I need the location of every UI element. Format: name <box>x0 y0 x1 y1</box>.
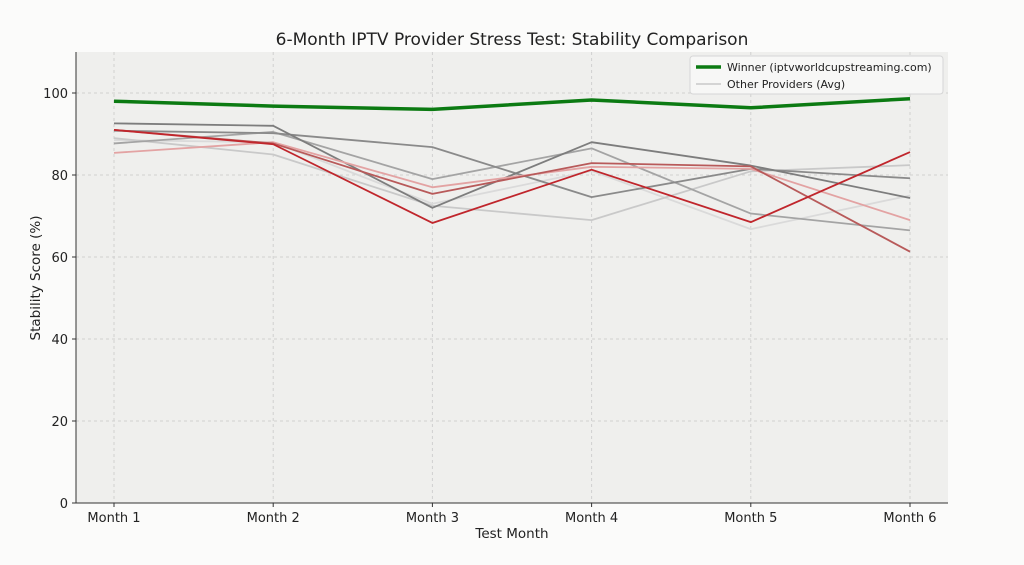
x-tick-label: Month 6 <box>883 511 936 526</box>
series-line-other-provider <box>113 131 911 232</box>
x-tick-label: Month 4 <box>565 511 618 526</box>
legend-box <box>689 55 944 95</box>
x-tick-label: Month 3 <box>406 511 459 526</box>
y-tick-label: 0 <box>60 497 68 512</box>
series-line-other-provider <box>113 122 911 209</box>
x-tick-label: Month 1 <box>87 511 140 526</box>
series-line-winner <box>113 96 911 112</box>
x-tick-label: Month 5 <box>724 511 777 526</box>
chart-title: 6-Month IPTV Provider Stress Test: Stabi… <box>276 30 749 50</box>
plot-area <box>76 52 948 503</box>
y-tick-label: 40 <box>51 333 68 348</box>
legend: Winner (iptvworldcupstreaming.com) Other… <box>689 55 944 95</box>
x-tick-label: Month 2 <box>247 511 300 526</box>
y-tick-label: 100 <box>43 87 68 102</box>
y-tick-label: 20 <box>51 415 68 430</box>
x-axis-label: Test Month <box>474 526 548 542</box>
y-tick-label: 60 <box>51 251 68 266</box>
legend-label-others: Other Providers (Avg) <box>727 78 845 91</box>
y-axis-label: Stability Score (%) <box>28 216 44 341</box>
series-line-other-provider <box>113 141 911 221</box>
legend-label-winner: Winner (iptvworldcupstreaming.com) <box>727 61 932 74</box>
series-line-other-provider <box>113 129 911 224</box>
y-tick-label: 80 <box>51 169 68 184</box>
